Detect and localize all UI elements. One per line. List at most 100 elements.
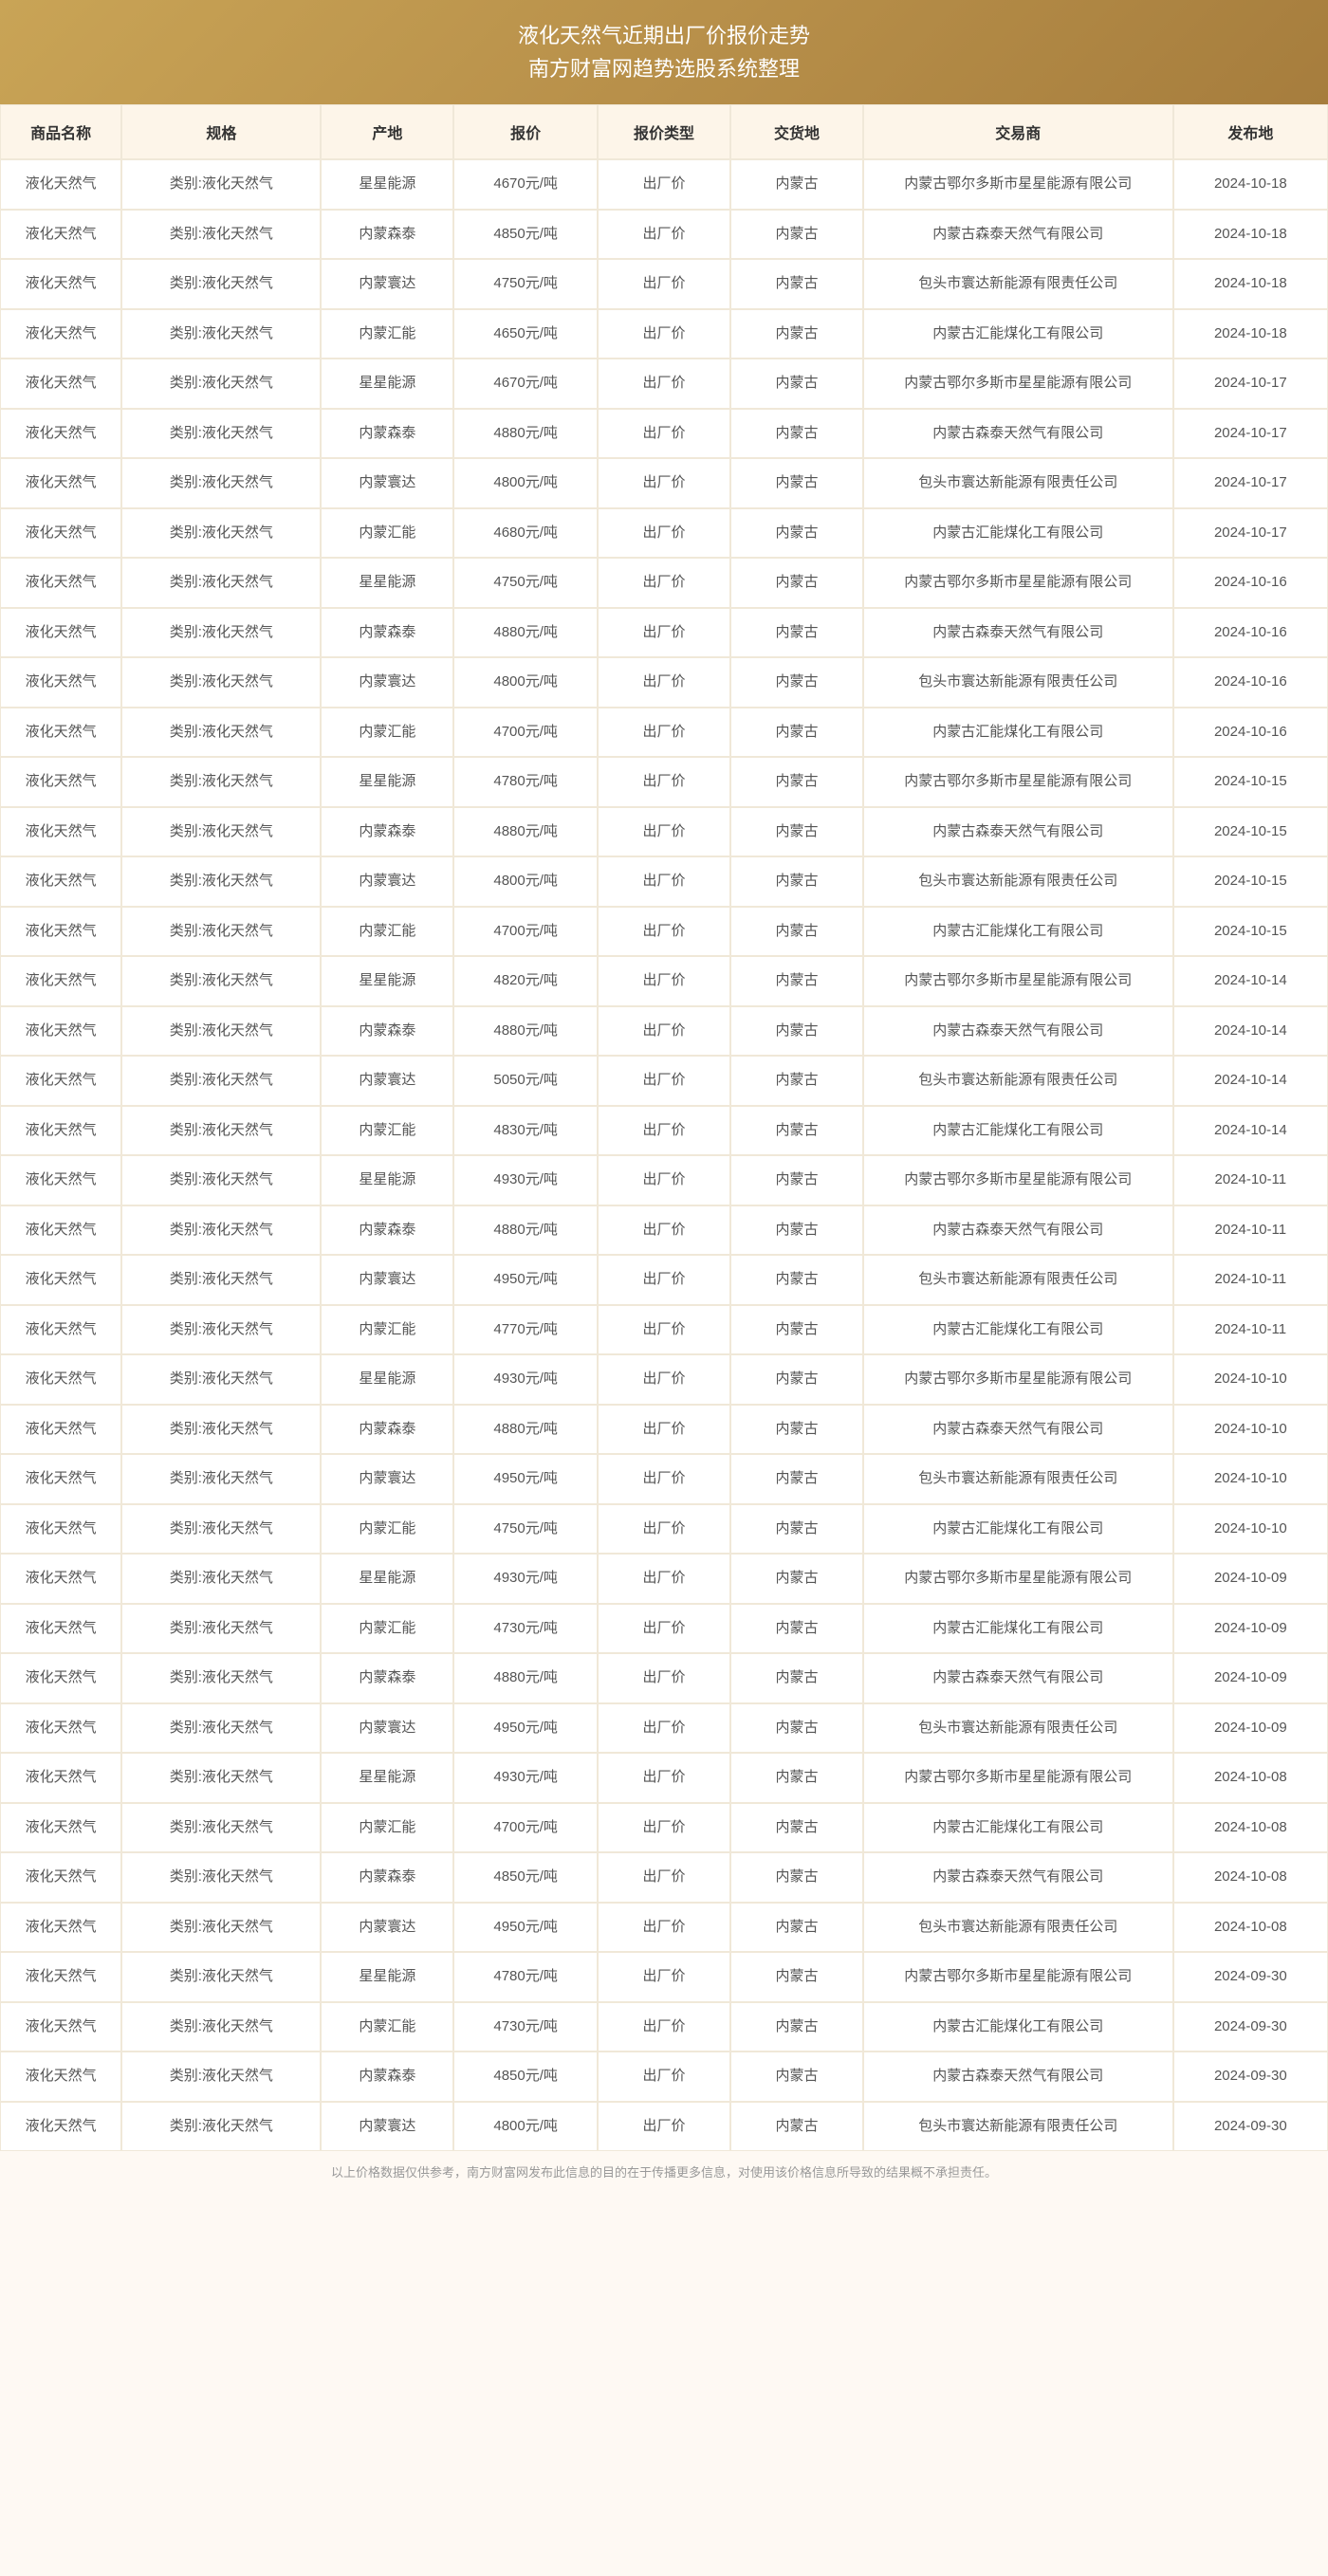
table-cell: 内蒙汇能 — [321, 1504, 453, 1555]
table-cell: 4880元/吨 — [453, 807, 598, 857]
table-cell: 2024-10-08 — [1173, 1903, 1328, 1953]
table-cell: 内蒙古 — [730, 708, 863, 758]
table-cell: 内蒙古 — [730, 1205, 863, 1256]
table-cell: 液化天然气 — [0, 1554, 121, 1604]
table-row: 液化天然气类别:液化天然气内蒙森泰4880元/吨出厂价内蒙古内蒙古森泰天然气有限… — [0, 1205, 1328, 1256]
table-cell: 类别:液化天然气 — [121, 1155, 321, 1205]
table-cell: 4830元/吨 — [453, 1106, 598, 1156]
table-cell: 出厂价 — [598, 708, 730, 758]
table-cell: 2024-10-11 — [1173, 1205, 1328, 1256]
table-cell: 出厂价 — [598, 807, 730, 857]
table-cell: 出厂价 — [598, 159, 730, 210]
table-cell: 内蒙森泰 — [321, 1852, 453, 1903]
table-cell: 出厂价 — [598, 1454, 730, 1504]
table-cell: 出厂价 — [598, 1354, 730, 1405]
table-cell: 2024-10-10 — [1173, 1405, 1328, 1455]
table-cell: 星星能源 — [321, 359, 453, 409]
table-row: 液化天然气类别:液化天然气星星能源4820元/吨出厂价内蒙古内蒙古鄂尔多斯市星星… — [0, 956, 1328, 1006]
table-cell: 液化天然气 — [0, 309, 121, 359]
table-cell: 内蒙古 — [730, 210, 863, 260]
table-cell: 内蒙汇能 — [321, 1803, 453, 1853]
table-cell: 液化天然气 — [0, 1354, 121, 1405]
table-cell: 2024-10-17 — [1173, 458, 1328, 508]
table-cell: 内蒙古 — [730, 807, 863, 857]
table-cell: 内蒙寰达 — [321, 1255, 453, 1305]
table-cell: 出厂价 — [598, 309, 730, 359]
table-cell: 内蒙古森泰天然气有限公司 — [863, 1852, 1173, 1903]
table-cell: 4880元/吨 — [453, 1205, 598, 1256]
table-cell: 液化天然气 — [0, 558, 121, 608]
table-cell: 2024-10-15 — [1173, 757, 1328, 807]
table-row: 液化天然气类别:液化天然气星星能源4670元/吨出厂价内蒙古内蒙古鄂尔多斯市星星… — [0, 159, 1328, 210]
table-cell: 出厂价 — [598, 458, 730, 508]
table-cell: 液化天然气 — [0, 1106, 121, 1156]
table-cell: 类别:液化天然气 — [121, 2052, 321, 2102]
table-cell: 包头市寰达新能源有限责任公司 — [863, 1255, 1173, 1305]
table-row: 液化天然气类别:液化天然气内蒙森泰4880元/吨出厂价内蒙古内蒙古森泰天然气有限… — [0, 1405, 1328, 1455]
table-cell: 类别:液化天然气 — [121, 1554, 321, 1604]
table-cell: 液化天然气 — [0, 259, 121, 309]
table-cell: 2024-10-18 — [1173, 210, 1328, 260]
table-cell: 2024-10-08 — [1173, 1753, 1328, 1803]
table-cell: 4850元/吨 — [453, 2052, 598, 2102]
table-cell: 类别:液化天然气 — [121, 558, 321, 608]
table-cell: 内蒙古 — [730, 1006, 863, 1057]
table-cell: 内蒙古森泰天然气有限公司 — [863, 1653, 1173, 1703]
col-header-type: 报价类型 — [598, 104, 730, 159]
table-cell: 内蒙古汇能煤化工有限公司 — [863, 1604, 1173, 1654]
table-cell: 类别:液化天然气 — [121, 1405, 321, 1455]
table-cell: 类别:液化天然气 — [121, 608, 321, 658]
table-cell: 包头市寰达新能源有限责任公司 — [863, 1703, 1173, 1754]
table-cell: 内蒙寰达 — [321, 1056, 453, 1106]
table-cell: 液化天然气 — [0, 1305, 121, 1355]
table-cell: 类别:液化天然气 — [121, 458, 321, 508]
col-header-spec: 规格 — [121, 104, 321, 159]
table-cell: 液化天然气 — [0, 956, 121, 1006]
table-cell: 液化天然气 — [0, 1952, 121, 2002]
table-row: 液化天然气类别:液化天然气内蒙汇能4700元/吨出厂价内蒙古内蒙古汇能煤化工有限… — [0, 708, 1328, 758]
table-cell: 2024-10-15 — [1173, 856, 1328, 907]
table-cell: 2024-09-30 — [1173, 2102, 1328, 2152]
col-header-price: 报价 — [453, 104, 598, 159]
table-cell: 液化天然气 — [0, 1753, 121, 1803]
table-cell: 4650元/吨 — [453, 309, 598, 359]
table-cell: 出厂价 — [598, 409, 730, 459]
table-row: 液化天然气类别:液化天然气内蒙寰达4750元/吨出厂价内蒙古包头市寰达新能源有限… — [0, 259, 1328, 309]
table-cell: 内蒙古森泰天然气有限公司 — [863, 1205, 1173, 1256]
table-cell: 出厂价 — [598, 907, 730, 957]
table-cell: 内蒙汇能 — [321, 708, 453, 758]
table-cell: 2024-10-16 — [1173, 657, 1328, 708]
col-header-delivery: 交货地 — [730, 104, 863, 159]
table-cell: 内蒙古 — [730, 458, 863, 508]
table-row: 液化天然气类别:液化天然气内蒙寰达4950元/吨出厂价内蒙古包头市寰达新能源有限… — [0, 1903, 1328, 1953]
table-cell: 类别:液化天然气 — [121, 159, 321, 210]
table-cell: 内蒙古汇能煤化工有限公司 — [863, 2002, 1173, 2052]
table-row: 液化天然气类别:液化天然气星星能源4930元/吨出厂价内蒙古内蒙古鄂尔多斯市星星… — [0, 1554, 1328, 1604]
table-cell: 液化天然气 — [0, 1405, 121, 1455]
table-cell: 内蒙古鄂尔多斯市星星能源有限公司 — [863, 1952, 1173, 2002]
table-cell: 内蒙森泰 — [321, 807, 453, 857]
table-cell: 出厂价 — [598, 1852, 730, 1903]
table-cell: 类别:液化天然气 — [121, 856, 321, 907]
table-cell: 液化天然气 — [0, 856, 121, 907]
table-cell: 2024-10-09 — [1173, 1653, 1328, 1703]
table-cell: 类别:液化天然气 — [121, 1852, 321, 1903]
table-cell: 4950元/吨 — [453, 1454, 598, 1504]
table-cell: 内蒙古森泰天然气有限公司 — [863, 2052, 1173, 2102]
table-row: 液化天然气类别:液化天然气内蒙寰达4800元/吨出厂价内蒙古包头市寰达新能源有限… — [0, 856, 1328, 907]
table-cell: 包头市寰达新能源有限责任公司 — [863, 259, 1173, 309]
table-row: 液化天然气类别:液化天然气内蒙森泰4850元/吨出厂价内蒙古内蒙古森泰天然气有限… — [0, 1852, 1328, 1903]
table-cell: 出厂价 — [598, 1504, 730, 1555]
table-cell: 2024-09-30 — [1173, 2052, 1328, 2102]
table-row: 液化天然气类别:液化天然气内蒙寰达4800元/吨出厂价内蒙古包头市寰达新能源有限… — [0, 657, 1328, 708]
table-cell: 星星能源 — [321, 1155, 453, 1205]
table-cell: 内蒙古 — [730, 1703, 863, 1754]
table-cell: 出厂价 — [598, 608, 730, 658]
table-cell: 内蒙古汇能煤化工有限公司 — [863, 1106, 1173, 1156]
table-row: 液化天然气类别:液化天然气内蒙寰达4800元/吨出厂价内蒙古包头市寰达新能源有限… — [0, 458, 1328, 508]
table-cell: 内蒙古 — [730, 1405, 863, 1455]
table-cell: 液化天然气 — [0, 210, 121, 260]
table-cell: 液化天然气 — [0, 359, 121, 409]
table-cell: 液化天然气 — [0, 907, 121, 957]
table-cell: 出厂价 — [598, 856, 730, 907]
